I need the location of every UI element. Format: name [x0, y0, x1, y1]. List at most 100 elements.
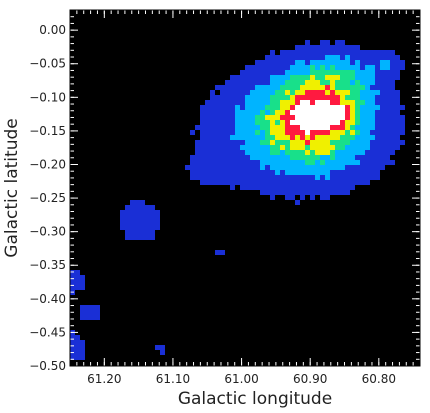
heatmap-cell [325, 60, 330, 65]
heatmap-cell [235, 80, 240, 85]
heatmap-cell [370, 100, 375, 105]
heatmap-cell [310, 130, 315, 135]
heatmap-cell [205, 145, 210, 150]
heatmap-cell [290, 110, 295, 115]
heatmap-cell [235, 145, 240, 150]
heatmap-cell [270, 120, 275, 125]
heatmap-cell [385, 50, 390, 55]
heatmap-cell [345, 150, 350, 155]
heatmap-cell [305, 160, 310, 165]
heatmap-cell [315, 145, 320, 150]
heatmap-cell [75, 355, 80, 360]
heatmap-cell [140, 215, 145, 220]
heatmap-cell [80, 350, 85, 355]
heatmap-cell [340, 150, 345, 155]
heatmap-cell [350, 100, 355, 105]
heatmap-cell [305, 70, 310, 75]
heatmap-cell [295, 150, 300, 155]
heatmap-cell [210, 125, 215, 130]
heatmap-cell [270, 100, 275, 105]
x-tick-label: 61.00 [224, 372, 258, 386]
heatmap-cell [200, 155, 205, 160]
heatmap-cell [210, 165, 215, 170]
heatmap-cell [380, 140, 385, 145]
heatmap-cell [290, 130, 295, 135]
heatmap-cell [310, 180, 315, 185]
heatmap-cell [220, 145, 225, 150]
heatmap-cell [395, 75, 400, 80]
heatmap-cell [245, 100, 250, 105]
heatmap-cell [290, 60, 295, 65]
heatmap-cell [285, 90, 290, 95]
heatmap-cell [250, 115, 255, 120]
heatmap-cell [135, 200, 140, 205]
heatmap-cell [280, 165, 285, 170]
heatmap-cell [315, 95, 320, 100]
heatmap-cell [245, 70, 250, 75]
heatmap-cell [295, 135, 300, 140]
heatmap-cell [255, 165, 260, 170]
heatmap-cell [315, 110, 320, 115]
heatmap-cell [320, 50, 325, 55]
heatmap-cell [150, 220, 155, 225]
heatmap-cell [230, 170, 235, 175]
heatmap-cell [300, 50, 305, 55]
heatmap-cell [275, 170, 280, 175]
heatmap-cell [235, 180, 240, 185]
heatmap-cell [360, 135, 365, 140]
heatmap-cell [285, 120, 290, 125]
heatmap-cell [205, 150, 210, 155]
heatmap-cell [225, 155, 230, 160]
heatmap-cell [295, 180, 300, 185]
heatmap-cell [385, 110, 390, 115]
heatmap-cell [320, 75, 325, 80]
heatmap-cell [340, 75, 345, 80]
heatmap-cell [225, 90, 230, 95]
heatmap-cell [370, 130, 375, 135]
heatmap-cell [145, 225, 150, 230]
heatmap-cell [245, 130, 250, 135]
heatmap-cell [370, 90, 375, 95]
heatmap-cell [335, 70, 340, 75]
heatmap-cell [225, 170, 230, 175]
heatmap-cell [220, 125, 225, 130]
heatmap-cell [350, 165, 355, 170]
heatmap-cell [205, 180, 210, 185]
heatmap-cell [395, 130, 400, 135]
heatmap-cell [75, 350, 80, 355]
heatmap-cell [285, 85, 290, 90]
heatmap-cell [395, 100, 400, 105]
heatmap-cell [320, 115, 325, 120]
heatmap-cell [235, 120, 240, 125]
heatmap-cell [280, 155, 285, 160]
heatmap-cell [310, 85, 315, 90]
heatmap-cell [360, 160, 365, 165]
heatmap-cell [365, 170, 370, 175]
heatmap-cell [240, 160, 245, 165]
heatmap-cell [200, 125, 205, 130]
heatmap-cell [285, 70, 290, 75]
heatmap-cell [235, 100, 240, 105]
heatmap-cell [230, 185, 235, 190]
heatmap-cell [350, 80, 355, 85]
heatmap-cell [395, 110, 400, 115]
heatmap-cell [95, 315, 100, 320]
heatmap-cell [220, 140, 225, 145]
heatmap-cell [330, 70, 335, 75]
heatmap-cell [350, 90, 355, 95]
heatmap-cell [335, 135, 340, 140]
heatmap-cell [340, 125, 345, 130]
heatmap-cell [210, 145, 215, 150]
heatmap-cell [250, 140, 255, 145]
heatmap-cell [270, 145, 275, 150]
heatmap-cell [300, 190, 305, 195]
heatmap-cell [325, 45, 330, 50]
heatmap-cell [365, 160, 370, 165]
heatmap-cell [210, 110, 215, 115]
heatmap-cell [335, 170, 340, 175]
heatmap-cell [280, 90, 285, 95]
heatmap-cell [350, 120, 355, 125]
heatmap-cell [260, 65, 265, 70]
heatmap-cell [135, 220, 140, 225]
heatmap-cell [330, 110, 335, 115]
